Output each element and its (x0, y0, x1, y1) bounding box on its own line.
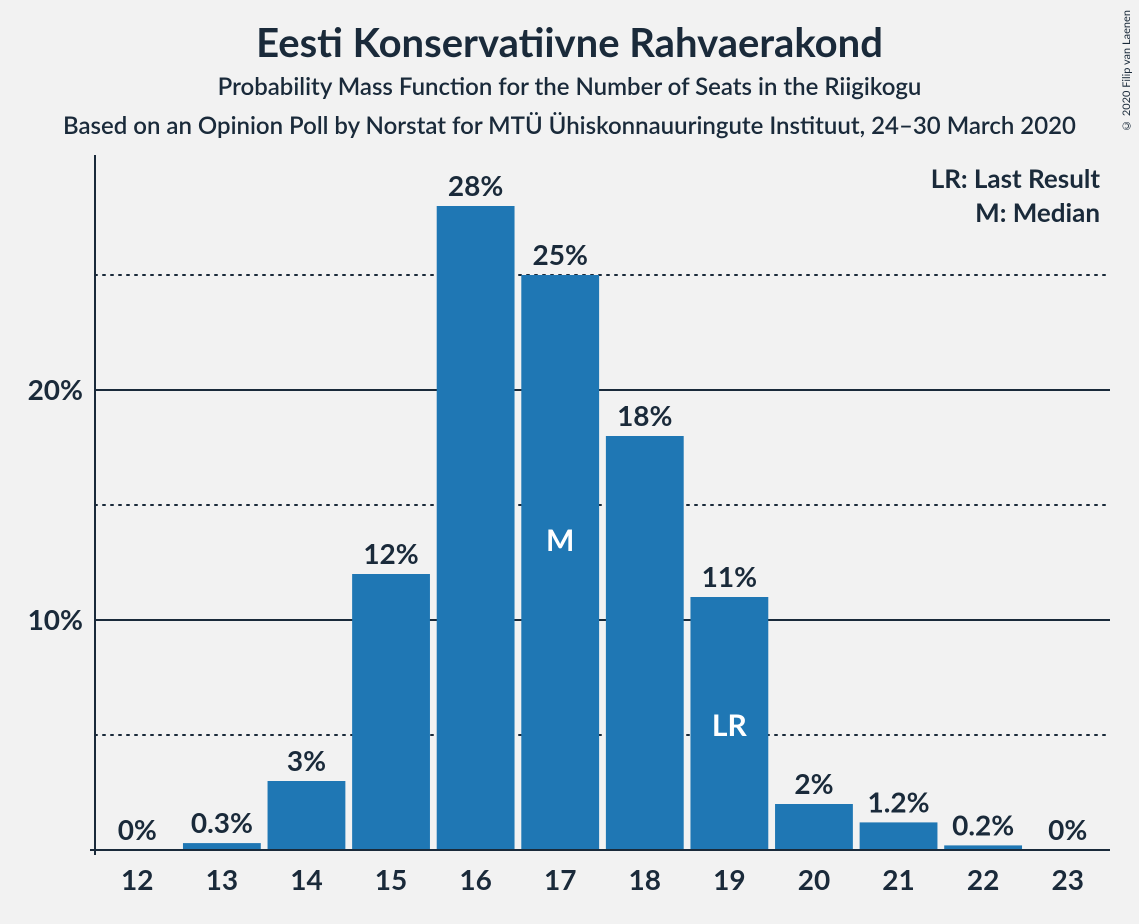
x-axis-tick-label: 22 (967, 862, 999, 896)
bar-value-label: 1.2% (868, 784, 930, 818)
bar (521, 275, 599, 850)
bar (775, 804, 853, 850)
chart-subtitle: Probability Mass Function for the Number… (0, 72, 1139, 101)
x-axis-tick-label: 17 (544, 862, 576, 896)
bar (352, 574, 430, 850)
bar-value-label: 3% (287, 743, 326, 777)
bar (268, 781, 346, 850)
bar-value-label: 12% (363, 536, 418, 570)
x-axis-tick-label: 14 (290, 862, 322, 896)
bar (437, 206, 515, 850)
bar-value-label: 18% (617, 398, 672, 432)
bar (606, 436, 684, 850)
x-axis-tick-label: 12 (121, 862, 153, 896)
x-axis-tick-label: 15 (375, 862, 407, 896)
bar-value-label: 0.2% (952, 807, 1014, 841)
x-axis-tick-label: 23 (1051, 862, 1083, 896)
x-axis-tick-label: 20 (798, 862, 830, 896)
bar (860, 822, 938, 850)
chart-subtitle-2: Based on an Opinion Poll by Norstat for … (0, 111, 1139, 140)
x-axis-tick-label: 21 (882, 862, 914, 896)
legend-m: M: Median (975, 196, 1100, 228)
bar-value-label: 2% (794, 766, 833, 800)
y-axis-tick-label: 20% (28, 372, 83, 406)
bar-chart-svg: 10% 20% 0% 12 0.3% 13 3% 14 12% 15 28% 16 25% 17 18% 18… (0, 150, 1139, 924)
x-axis-tick-label: 19 (713, 862, 745, 896)
bar-value-label: 11% (702, 559, 757, 593)
last-result-marker: LR (712, 707, 748, 743)
chart-area: 10% 20% 0% 12 0.3% 13 3% 14 12% 15 28% 16 25% 17 18% 18… (0, 150, 1139, 924)
y-axis-tick-label: 10% (28, 602, 83, 636)
chart-title: Eesti Konservatiivne Rahvaerakond (0, 0, 1139, 66)
x-axis-tick-label: 13 (206, 862, 238, 896)
bar (183, 843, 261, 850)
x-axis-tick-label: 16 (459, 862, 491, 896)
x-axis-tick-label: 18 (629, 862, 661, 896)
copyright-text: © 2020 Filip van Laenen (1120, 10, 1133, 132)
bar-value-label: 25% (532, 237, 587, 271)
median-marker: M (546, 522, 574, 558)
bar-value-label: 0% (1048, 812, 1087, 846)
legend-lr: LR: Last Result (931, 162, 1101, 194)
bar-value-label: 28% (448, 168, 503, 202)
bar-value-label: 0.3% (191, 805, 253, 839)
bar-value-label: 0% (118, 812, 157, 846)
